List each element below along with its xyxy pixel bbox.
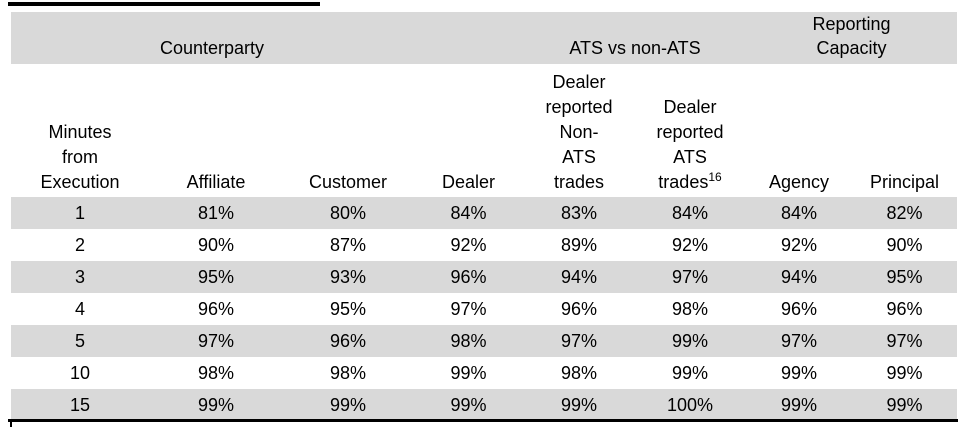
table-row-minute-4: 4 96% 95% 97% 96% 98% 96% 96% xyxy=(11,293,958,325)
column-header-agency: Agency xyxy=(768,172,830,192)
cell-non-ats: 94% xyxy=(560,266,598,287)
column-header-principal: Principal xyxy=(869,172,940,192)
cell-ats: 84% xyxy=(671,202,709,223)
table-row-minute-10: 10 98% 98% 99% 98% 99% 99% 99% xyxy=(11,357,958,389)
cell-principal: 95% xyxy=(886,266,923,287)
table-row-minute-15: 15 99% 99% 99% 99% 100% 99% 99% xyxy=(11,389,958,421)
cell-dealer: 98% xyxy=(450,330,487,351)
cell-affiliate: 97% xyxy=(197,330,235,351)
column-header-dealer-reported-ats: Dealer reported ATS trades16 xyxy=(634,64,746,197)
cell-non-ats: 96% xyxy=(560,298,598,319)
cell-minutes: 15 xyxy=(69,394,91,415)
table-row-minute-3: 3 95% 93% 96% 94% 97% 94% 95% xyxy=(11,261,958,293)
cell-ats: 99% xyxy=(671,330,709,351)
cell-agency: 99% xyxy=(780,362,818,383)
cell-affiliate: 81% xyxy=(197,202,235,223)
footnote-tick xyxy=(10,422,12,427)
column-header-minutes-from-execution: Minutes from Execution xyxy=(40,122,120,192)
trade-reporting-table: Counterparty ATS vs non-ATS Reporting Ca… xyxy=(11,12,958,421)
cell-dealer: 97% xyxy=(450,298,487,319)
cell-ats: 100% xyxy=(666,394,714,415)
cell-customer: 95% xyxy=(329,298,367,319)
cell-customer: 99% xyxy=(329,394,367,415)
cell-dealer: 92% xyxy=(450,234,487,255)
cell-principal: 90% xyxy=(886,234,923,255)
cell-affiliate: 90% xyxy=(197,234,235,255)
table-row-minute-5: 5 97% 96% 98% 97% 99% 97% 97% xyxy=(11,325,958,357)
cell-dealer: 99% xyxy=(450,362,487,383)
column-header-dealer-reported-ats-label: Dealer reported ATS trades xyxy=(656,97,724,192)
cell-minutes: 1 xyxy=(74,202,85,223)
cell-agency: 84% xyxy=(780,202,818,223)
cell-minutes: 2 xyxy=(74,234,85,255)
cell-ats: 97% xyxy=(671,266,709,287)
cell-principal: 99% xyxy=(886,394,923,415)
cell-minutes: 3 xyxy=(74,266,85,287)
cell-agency: 96% xyxy=(780,298,818,319)
table-row-minute-1: 1 81% 80% 84% 83% 84% 84% 82% xyxy=(11,197,958,229)
cell-ats: 98% xyxy=(671,298,709,319)
cell-affiliate: 95% xyxy=(197,266,235,287)
cell-minutes: 5 xyxy=(74,330,85,351)
cell-ats: 99% xyxy=(671,362,709,383)
cell-affiliate: 99% xyxy=(197,394,235,415)
cell-agency: 97% xyxy=(780,330,818,351)
column-header-customer: Customer xyxy=(308,172,388,192)
cell-affiliate: 98% xyxy=(197,362,235,383)
cell-non-ats: 99% xyxy=(560,394,598,415)
column-header-dealer: Dealer xyxy=(441,172,496,192)
top-rule xyxy=(8,2,320,6)
group-header-reporting-capacity: Reporting Capacity xyxy=(812,14,891,58)
group-header-counterparty: Counterparty xyxy=(159,38,265,58)
table-row-minute-2: 2 90% 87% 92% 89% 92% 92% 90% xyxy=(11,229,958,261)
cell-principal: 96% xyxy=(886,298,923,319)
cell-dealer: 84% xyxy=(450,202,487,223)
cell-non-ats: 98% xyxy=(560,362,598,383)
cell-agency: 94% xyxy=(780,266,818,287)
cell-dealer: 96% xyxy=(450,266,487,287)
cell-customer: 80% xyxy=(329,202,367,223)
cell-non-ats: 83% xyxy=(560,202,598,223)
cell-agency: 92% xyxy=(780,234,818,255)
cell-minutes: 10 xyxy=(69,362,91,383)
cell-non-ats: 97% xyxy=(560,330,598,351)
column-header-dealer-reported-non-ats: Dealer reported Non- ATS trades xyxy=(545,72,613,192)
cell-principal: 99% xyxy=(886,362,923,383)
cell-customer: 93% xyxy=(329,266,367,287)
bottom-rule xyxy=(8,419,958,422)
cell-customer: 87% xyxy=(329,234,367,255)
column-header-affiliate: Affiliate xyxy=(186,172,246,192)
cell-agency: 99% xyxy=(780,394,818,415)
cell-ats: 92% xyxy=(671,234,709,255)
group-header-row: Counterparty ATS vs non-ATS Reporting Ca… xyxy=(11,12,958,64)
cell-dealer: 99% xyxy=(450,394,487,415)
footnote-reference-16: 16 xyxy=(708,170,722,184)
cell-affiliate: 96% xyxy=(197,298,235,319)
cell-principal: 97% xyxy=(886,330,923,351)
cell-customer: 98% xyxy=(329,362,367,383)
cell-minutes: 4 xyxy=(74,298,85,319)
cell-principal: 82% xyxy=(886,202,923,223)
group-header-spacer xyxy=(413,12,524,64)
cell-customer: 96% xyxy=(329,330,367,351)
column-header-row: Minutes from Execution Affiliate Custome… xyxy=(11,64,958,197)
group-header-ats-vs-non-ats: ATS vs non-ATS xyxy=(569,38,701,58)
cell-non-ats: 89% xyxy=(560,234,598,255)
